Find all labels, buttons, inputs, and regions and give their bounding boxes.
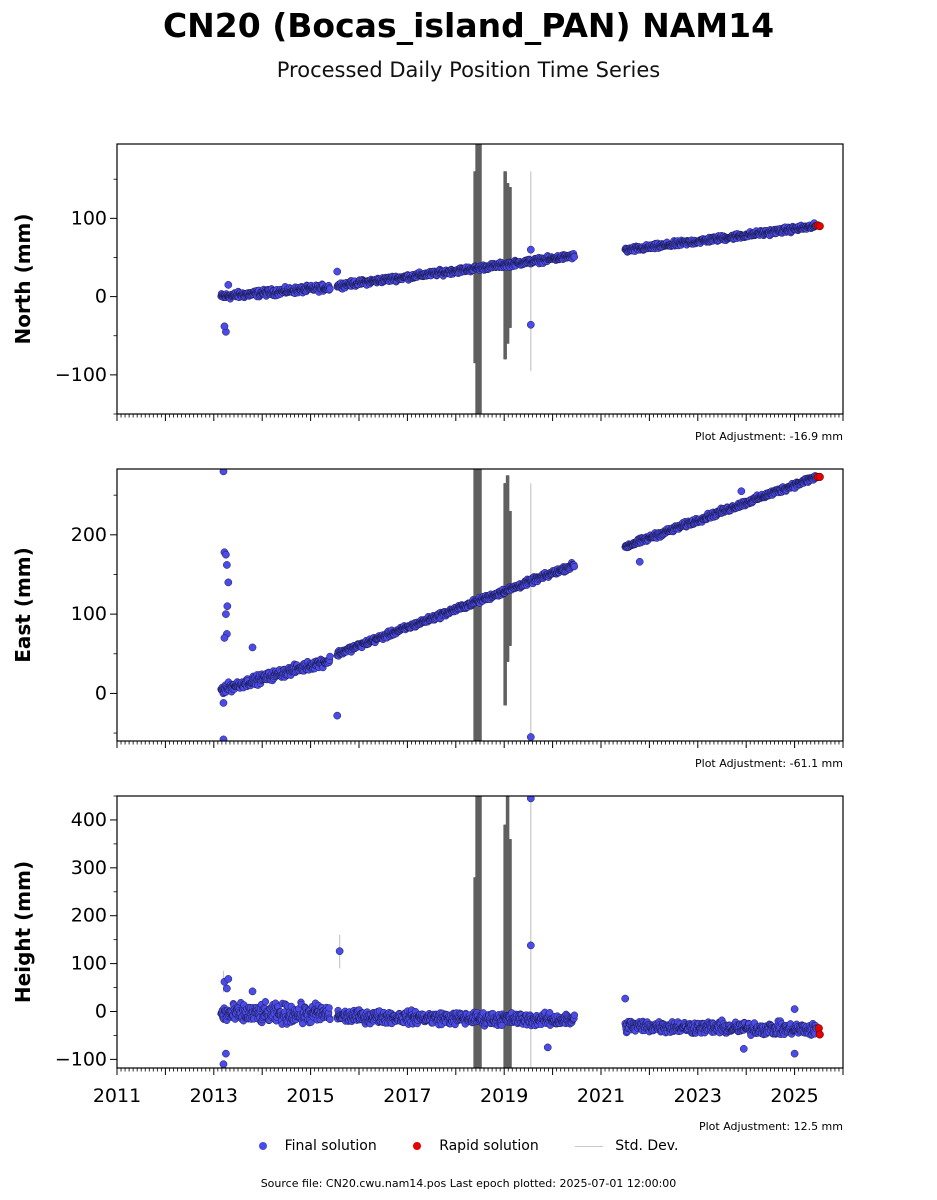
final-solution-point	[326, 285, 334, 293]
final-solution-point	[224, 281, 233, 289]
y-tick-label: 400	[71, 809, 107, 831]
final-solution-point	[335, 947, 344, 956]
final-solution-point	[737, 487, 746, 496]
panel-data	[217, 796, 824, 1068]
final-solution-point	[223, 602, 232, 611]
plot-adjustment-note: Plot Adjustment: -61.1 mm	[695, 757, 843, 770]
rapid-solution-point	[815, 222, 824, 231]
final-solution-point	[326, 1015, 334, 1024]
final-solution-point	[326, 652, 334, 661]
x-tick-label: 2025	[770, 1085, 818, 1107]
final-solution-point	[526, 941, 535, 950]
final-solution-point	[222, 610, 230, 618]
x-tick-label: 2021	[577, 1085, 625, 1107]
x-tick-label: 2015	[286, 1085, 334, 1107]
final-solution-point	[220, 322, 229, 331]
plot-adjustment-note: Plot Adjustment: 12.5 mm	[699, 1120, 843, 1133]
final-solution-point	[219, 469, 228, 476]
final-solution-point	[526, 796, 535, 803]
panel-data	[217, 144, 824, 414]
y-tick-label: −100	[55, 364, 107, 386]
final-solution-point	[526, 320, 535, 329]
final-solution-point	[222, 550, 230, 559]
final-solution-point	[543, 1043, 552, 1052]
final-solution-point	[223, 984, 231, 993]
std-dev-line-icon	[575, 1145, 604, 1147]
final-solution-point	[224, 578, 233, 587]
x-tick-label: 2019	[480, 1085, 528, 1107]
y-axis-label: East (mm)	[11, 547, 35, 663]
panel-0: −100 0 100 North (mm) Plot Adjustment: -16.9…	[11, 143, 844, 443]
legend-rapid-label: Rapid solution	[439, 1138, 539, 1154]
final-solution-point	[570, 1011, 579, 1019]
legend-std-label: Std. Dev.	[615, 1138, 679, 1154]
legend-std: Std. Dev.	[575, 1138, 678, 1154]
x-tick-label: 2023	[674, 1085, 722, 1107]
x-tick-label: 2013	[190, 1085, 238, 1107]
final-solution-marker-icon	[258, 1142, 267, 1150]
y-axis-label: North (mm)	[11, 213, 35, 344]
chart-subtitle: Processed Daily Position Time Series	[276, 58, 661, 82]
final-solution-point	[222, 1049, 230, 1058]
plot-adjustment-note: Plot Adjustment: -16.9 mm	[695, 430, 843, 443]
final-solution-point	[223, 561, 231, 569]
panel-1: 0 100 200 East (mm) Plot Adjustment: -61.1 m…	[11, 468, 844, 770]
final-solution-point	[621, 994, 630, 1003]
final-solution-point	[219, 699, 228, 707]
final-solution-point	[790, 1005, 799, 1013]
final-solution-point	[224, 975, 233, 983]
final-solution-point	[261, 998, 270, 1006]
final-solution-point	[220, 634, 229, 642]
y-tick-label: 100	[71, 603, 107, 625]
final-solution-point	[739, 1044, 748, 1053]
y-tick-label: 0	[95, 682, 107, 704]
y-tick-label: 100	[71, 953, 107, 975]
final-solution-point	[526, 733, 535, 741]
y-tick-label: 200	[71, 905, 107, 927]
final-solution-point	[248, 987, 257, 996]
final-solution-point	[635, 557, 644, 566]
y-tick-label: 0	[95, 286, 107, 308]
final-solution-point	[219, 735, 228, 741]
source-file-note: Source file: CN20.cwu.nam14.pos Last epo…	[260, 1177, 677, 1190]
chart-title: CN20 (Bocas_island_PAN) NAM14	[162, 6, 775, 45]
rapid-solution-point	[815, 472, 824, 481]
legend-rapid: Rapid solution	[413, 1138, 539, 1154]
y-tick-label: 100	[71, 207, 107, 229]
final-solution-point	[570, 253, 579, 261]
y-tick-label: 0	[95, 1000, 107, 1022]
legend-final-label: Final solution	[284, 1138, 377, 1154]
y-tick-label: 300	[71, 857, 107, 879]
final-solution-point	[333, 711, 342, 720]
y-tick-label: 200	[71, 524, 107, 546]
rapid-solution-marker-icon	[413, 1142, 422, 1150]
legend: Final solution Rapid solution Std. Dev.	[0, 1138, 937, 1154]
final-solution-point	[248, 643, 257, 652]
x-tick-label: 2017	[383, 1085, 431, 1107]
panel-2: −100 0 100 200 300 400 Height (mm) Plot Adjustm…	[11, 795, 844, 1133]
x-tick-label: 2011	[93, 1085, 141, 1107]
y-tick-label: −100	[55, 1048, 107, 1070]
final-solution-point	[333, 267, 342, 276]
final-solution-point	[325, 1004, 333, 1012]
final-solution-point	[790, 1049, 799, 1058]
legend-final: Final solution	[258, 1138, 377, 1154]
y-axis-label: Height (mm)	[11, 861, 35, 1003]
final-solution-point	[570, 562, 579, 571]
rapid-solution-point	[815, 1030, 824, 1039]
final-solution-point	[219, 1060, 228, 1068]
final-solution-point	[526, 245, 535, 254]
panel-data	[217, 469, 824, 741]
